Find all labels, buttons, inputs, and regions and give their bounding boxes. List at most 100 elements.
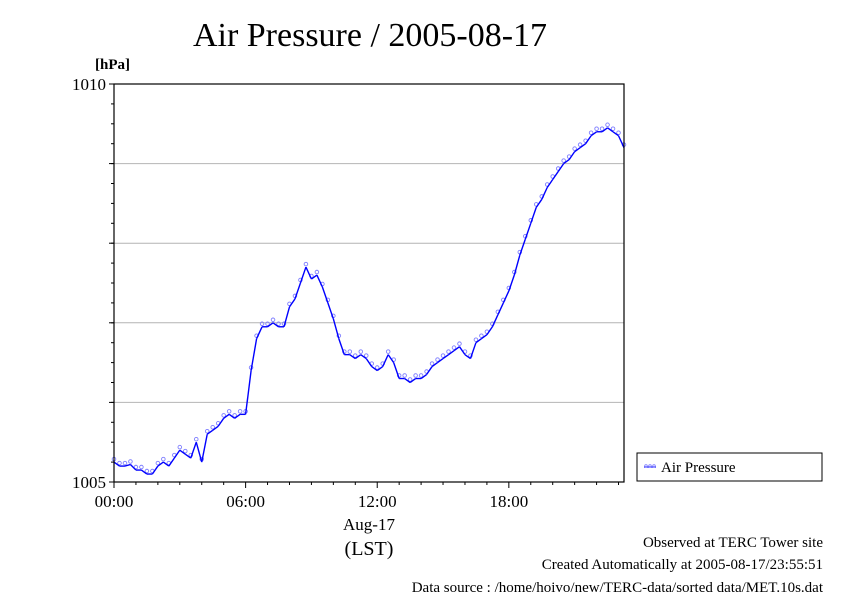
series-line-segment [497, 302, 504, 316]
series-line-segment [360, 354, 367, 360]
series-line-segment [519, 238, 526, 256]
series-line-segment [217, 417, 225, 427]
data-point [183, 448, 188, 454]
x-tick-label: 06:00 [226, 492, 265, 511]
data-point [577, 142, 583, 147]
series-line-segment [541, 187, 548, 200]
legend-label: Air Pressure [661, 460, 736, 476]
series-line-segment [442, 354, 449, 360]
data-point [440, 353, 446, 358]
series-line-segment [349, 354, 356, 360]
data-point [402, 373, 407, 378]
legend-box [636, 452, 823, 482]
data-point [232, 413, 237, 418]
x-axis: 00:00 06:00 12:00 18:00 [95, 482, 620, 511]
data-point [270, 317, 276, 323]
footer-observed: Observed at TERC Tower site [642, 535, 823, 551]
series-line-segment [453, 346, 460, 352]
series-line-segment [404, 377, 411, 384]
series-line-segment [283, 306, 291, 327]
series-line-segment [272, 322, 279, 328]
series-line-segment [585, 135, 592, 145]
series-line-segment [508, 274, 515, 292]
data-point [407, 377, 413, 382]
series-line-segment [491, 314, 499, 328]
series-line-segment [486, 326, 493, 336]
legend: Air Pressure [636, 452, 823, 482]
series-line-segment [481, 334, 488, 340]
series-line-segment [311, 274, 318, 280]
series-line-segment [557, 163, 565, 172]
series-line-segment [244, 370, 252, 415]
series-line-segment [223, 413, 230, 419]
series-line-segment [190, 441, 197, 459]
series-line-segment [448, 350, 455, 356]
y-axis-unit: [hPa] [95, 57, 130, 73]
series-line-segment [563, 159, 570, 165]
series-line-segment [552, 171, 559, 180]
data-point [457, 341, 462, 346]
series-line-segment [387, 354, 395, 363]
x-tick-label: 00:00 [95, 492, 134, 511]
series-line-segment [568, 151, 576, 161]
data-point [353, 353, 358, 358]
series-line-segment [376, 366, 384, 372]
data-point [155, 460, 161, 466]
series-line-segment [332, 318, 340, 339]
legend-swatch-marker [652, 464, 656, 468]
data-point [561, 158, 566, 163]
data-point [117, 460, 122, 466]
data-point [259, 321, 265, 327]
series-markers [111, 122, 627, 474]
data-point [605, 122, 610, 128]
series-line-segment [469, 342, 477, 359]
y-tick-label: 1005 [72, 473, 106, 492]
footer-source: Data source : /home/hoivo/new/TERC-data/… [411, 580, 823, 596]
series-line-segment [354, 354, 362, 360]
series-line-segment [382, 354, 389, 367]
series-line-segment [502, 290, 510, 304]
series-line-segment [590, 131, 597, 137]
data-point [237, 409, 243, 414]
series-line-segment [535, 199, 543, 208]
data-point [204, 428, 210, 434]
data-point [133, 464, 139, 470]
data-point [429, 361, 435, 366]
data-point [364, 353, 369, 358]
data-point [385, 349, 391, 354]
series-line-segment [294, 282, 302, 300]
data-point [451, 345, 457, 350]
series-line-segment [393, 362, 400, 379]
series-line-segment [201, 434, 208, 463]
series-line-segment [129, 463, 137, 471]
legend-swatch-marker [644, 464, 648, 468]
data-point [139, 464, 144, 470]
series-line-segment [321, 286, 329, 304]
data-point [572, 146, 577, 151]
series-line-segment [228, 413, 236, 419]
series-line-segment [546, 179, 554, 188]
data-point [599, 126, 605, 132]
series-line-segment [437, 358, 444, 364]
series-line-segment [173, 449, 181, 459]
grid-lines [114, 163, 624, 403]
data-point [122, 460, 128, 466]
chart-title: Air Pressure / 2005-08-17 [193, 17, 547, 54]
series-line-segment [124, 463, 131, 467]
data-point [588, 130, 594, 135]
data-point [374, 365, 380, 370]
data-point [161, 456, 166, 462]
series-line-segment [151, 465, 159, 475]
data-point [446, 349, 451, 354]
series-line-segment [212, 425, 219, 431]
series-line-segment [371, 366, 378, 372]
data-point [358, 349, 364, 354]
series-line-segment [431, 362, 438, 368]
series-line-segment [513, 254, 521, 276]
series-line-segment [162, 461, 170, 467]
series-line-segment [420, 373, 427, 380]
series-line-segment [579, 143, 587, 149]
series-line-segment [612, 131, 619, 137]
data-point [594, 126, 599, 132]
